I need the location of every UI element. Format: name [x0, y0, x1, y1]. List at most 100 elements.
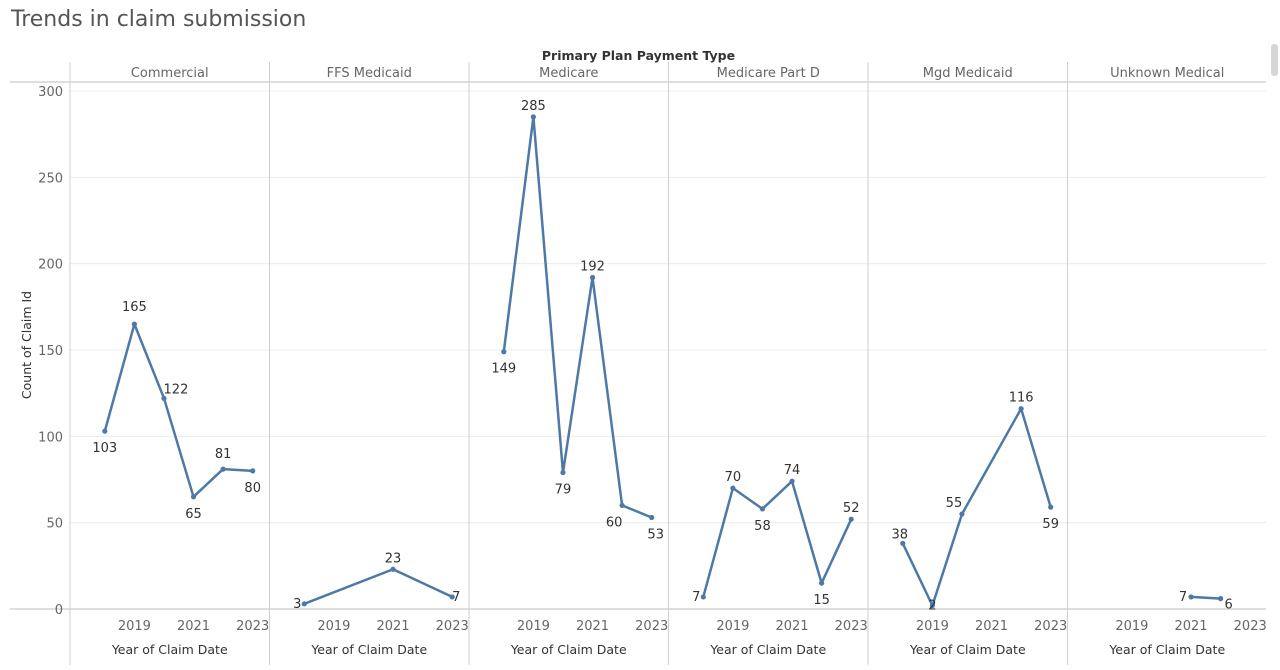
data-point [900, 540, 906, 546]
column-title: Primary Plan Payment Type [542, 48, 735, 63]
data-label: 58 [754, 519, 771, 534]
y-axis-title: Count of Claim Id [19, 291, 34, 399]
data-point [250, 468, 256, 474]
data-label: 52 [843, 501, 860, 516]
data-label: 149 [491, 362, 516, 377]
panel-header-medicare: Medicare [539, 66, 598, 81]
data-label: 65 [185, 507, 202, 522]
panel-header-unknown-medical: Unknown Medical [1110, 66, 1224, 81]
data-point [102, 428, 108, 434]
data-point [131, 321, 137, 327]
data-label: 53 [647, 527, 664, 542]
data-label: 74 [784, 463, 801, 478]
series-line-commercial [103, 322, 253, 499]
data-label: 23 [385, 551, 402, 566]
data-label: 285 [521, 99, 546, 114]
data-point [759, 506, 766, 512]
x-tick-label: 2019 [118, 619, 151, 634]
y-tick-label: 150 [38, 344, 63, 359]
y-tick-label: 300 [38, 85, 63, 100]
data-point [929, 602, 935, 609]
data-label: 165 [122, 300, 147, 315]
data-label: 122 [164, 382, 189, 397]
x-axis-title: Year of Claim Date [310, 642, 427, 657]
data-label: 15 [813, 593, 830, 608]
data-point [530, 114, 536, 120]
vertical-scrollbar[interactable] [1271, 44, 1278, 76]
data-point [1048, 504, 1054, 510]
panel-header-commercial: Commercial [131, 66, 209, 81]
x-tick-label: 2023 [835, 619, 868, 634]
data-point [959, 511, 965, 517]
series-line-unknown-medical [1190, 595, 1221, 600]
x-axis-title: Year of Claim Date [909, 642, 1026, 657]
x-tick-label: 2019 [517, 619, 550, 634]
data-label: 55 [946, 496, 963, 511]
x-tick-label: 2023 [236, 619, 269, 634]
data-label: 59 [1042, 517, 1059, 532]
data-label: 103 [92, 441, 117, 456]
x-tick-label: 2021 [1174, 619, 1207, 634]
data-point [449, 594, 455, 600]
panel-header-medicare-part-d: Medicare Part D [717, 66, 820, 81]
panel-header-mgd-medicaid: Mgd Medicaid [923, 66, 1013, 81]
data-point [1018, 406, 1024, 412]
x-tick-label: 2019 [916, 619, 949, 634]
data-label: 7 [1179, 590, 1187, 605]
series-line-medicare [502, 115, 653, 519]
x-tick-label: 2019 [317, 619, 350, 634]
x-axis-title: Year of Claim Date [111, 642, 228, 657]
y-tick-label: 100 [38, 430, 63, 445]
x-axis-title: Year of Claim Date [510, 642, 627, 657]
data-point [1188, 594, 1194, 600]
data-point [390, 566, 396, 572]
data-point [190, 494, 197, 500]
series-line-mgd-medicaid [901, 407, 1052, 607]
y-tick-label: 50 [46, 517, 63, 532]
data-label: 7 [452, 590, 460, 605]
data-label: 2 [928, 599, 936, 614]
x-axis-title: Year of Claim Date [709, 642, 826, 657]
data-label: 80 [244, 481, 261, 496]
data-point [819, 580, 825, 586]
x-tick-label: 2021 [775, 619, 808, 634]
data-label: 192 [580, 259, 605, 274]
data-label: 116 [1009, 391, 1034, 406]
data-label: 60 [606, 515, 623, 530]
data-point [220, 466, 226, 472]
x-tick-label: 2021 [376, 619, 409, 634]
y-tick-label: 200 [38, 258, 63, 273]
data-point [589, 274, 596, 281]
data-point [789, 478, 795, 484]
data-label: 81 [215, 447, 232, 462]
series-line-ffs-medicaid [303, 568, 453, 605]
data-label: 3 [293, 597, 301, 612]
x-tick-label: 2021 [177, 619, 210, 634]
x-tick-label: 2023 [436, 619, 469, 634]
chart-title: Trends in claim submission [11, 7, 307, 32]
panel-header-ffs-medicaid: FFS Medicaid [327, 66, 412, 81]
x-tick-label: 2023 [635, 619, 668, 634]
x-tick-label: 2021 [975, 619, 1008, 634]
x-tick-label: 2019 [1115, 619, 1148, 634]
data-point [560, 469, 566, 476]
data-label: 6 [1224, 598, 1232, 613]
data-label: 7 [692, 590, 700, 605]
data-point [848, 516, 854, 522]
data-point [501, 349, 507, 355]
x-tick-label: 2021 [576, 619, 609, 634]
data-point [649, 514, 655, 521]
data-point [619, 502, 625, 508]
y-tick-label: 0 [55, 603, 63, 618]
x-tick-label: 2023 [1234, 619, 1266, 634]
data-label: 38 [892, 527, 909, 542]
data-label: 79 [555, 483, 572, 498]
x-axis-title: Year of Claim Date [1108, 642, 1225, 657]
data-point [730, 485, 736, 491]
data-point [301, 601, 307, 607]
series-line-medicare-part-d [702, 479, 853, 598]
data-point [1218, 596, 1224, 602]
data-point [161, 395, 167, 401]
x-tick-label: 2019 [716, 619, 749, 634]
